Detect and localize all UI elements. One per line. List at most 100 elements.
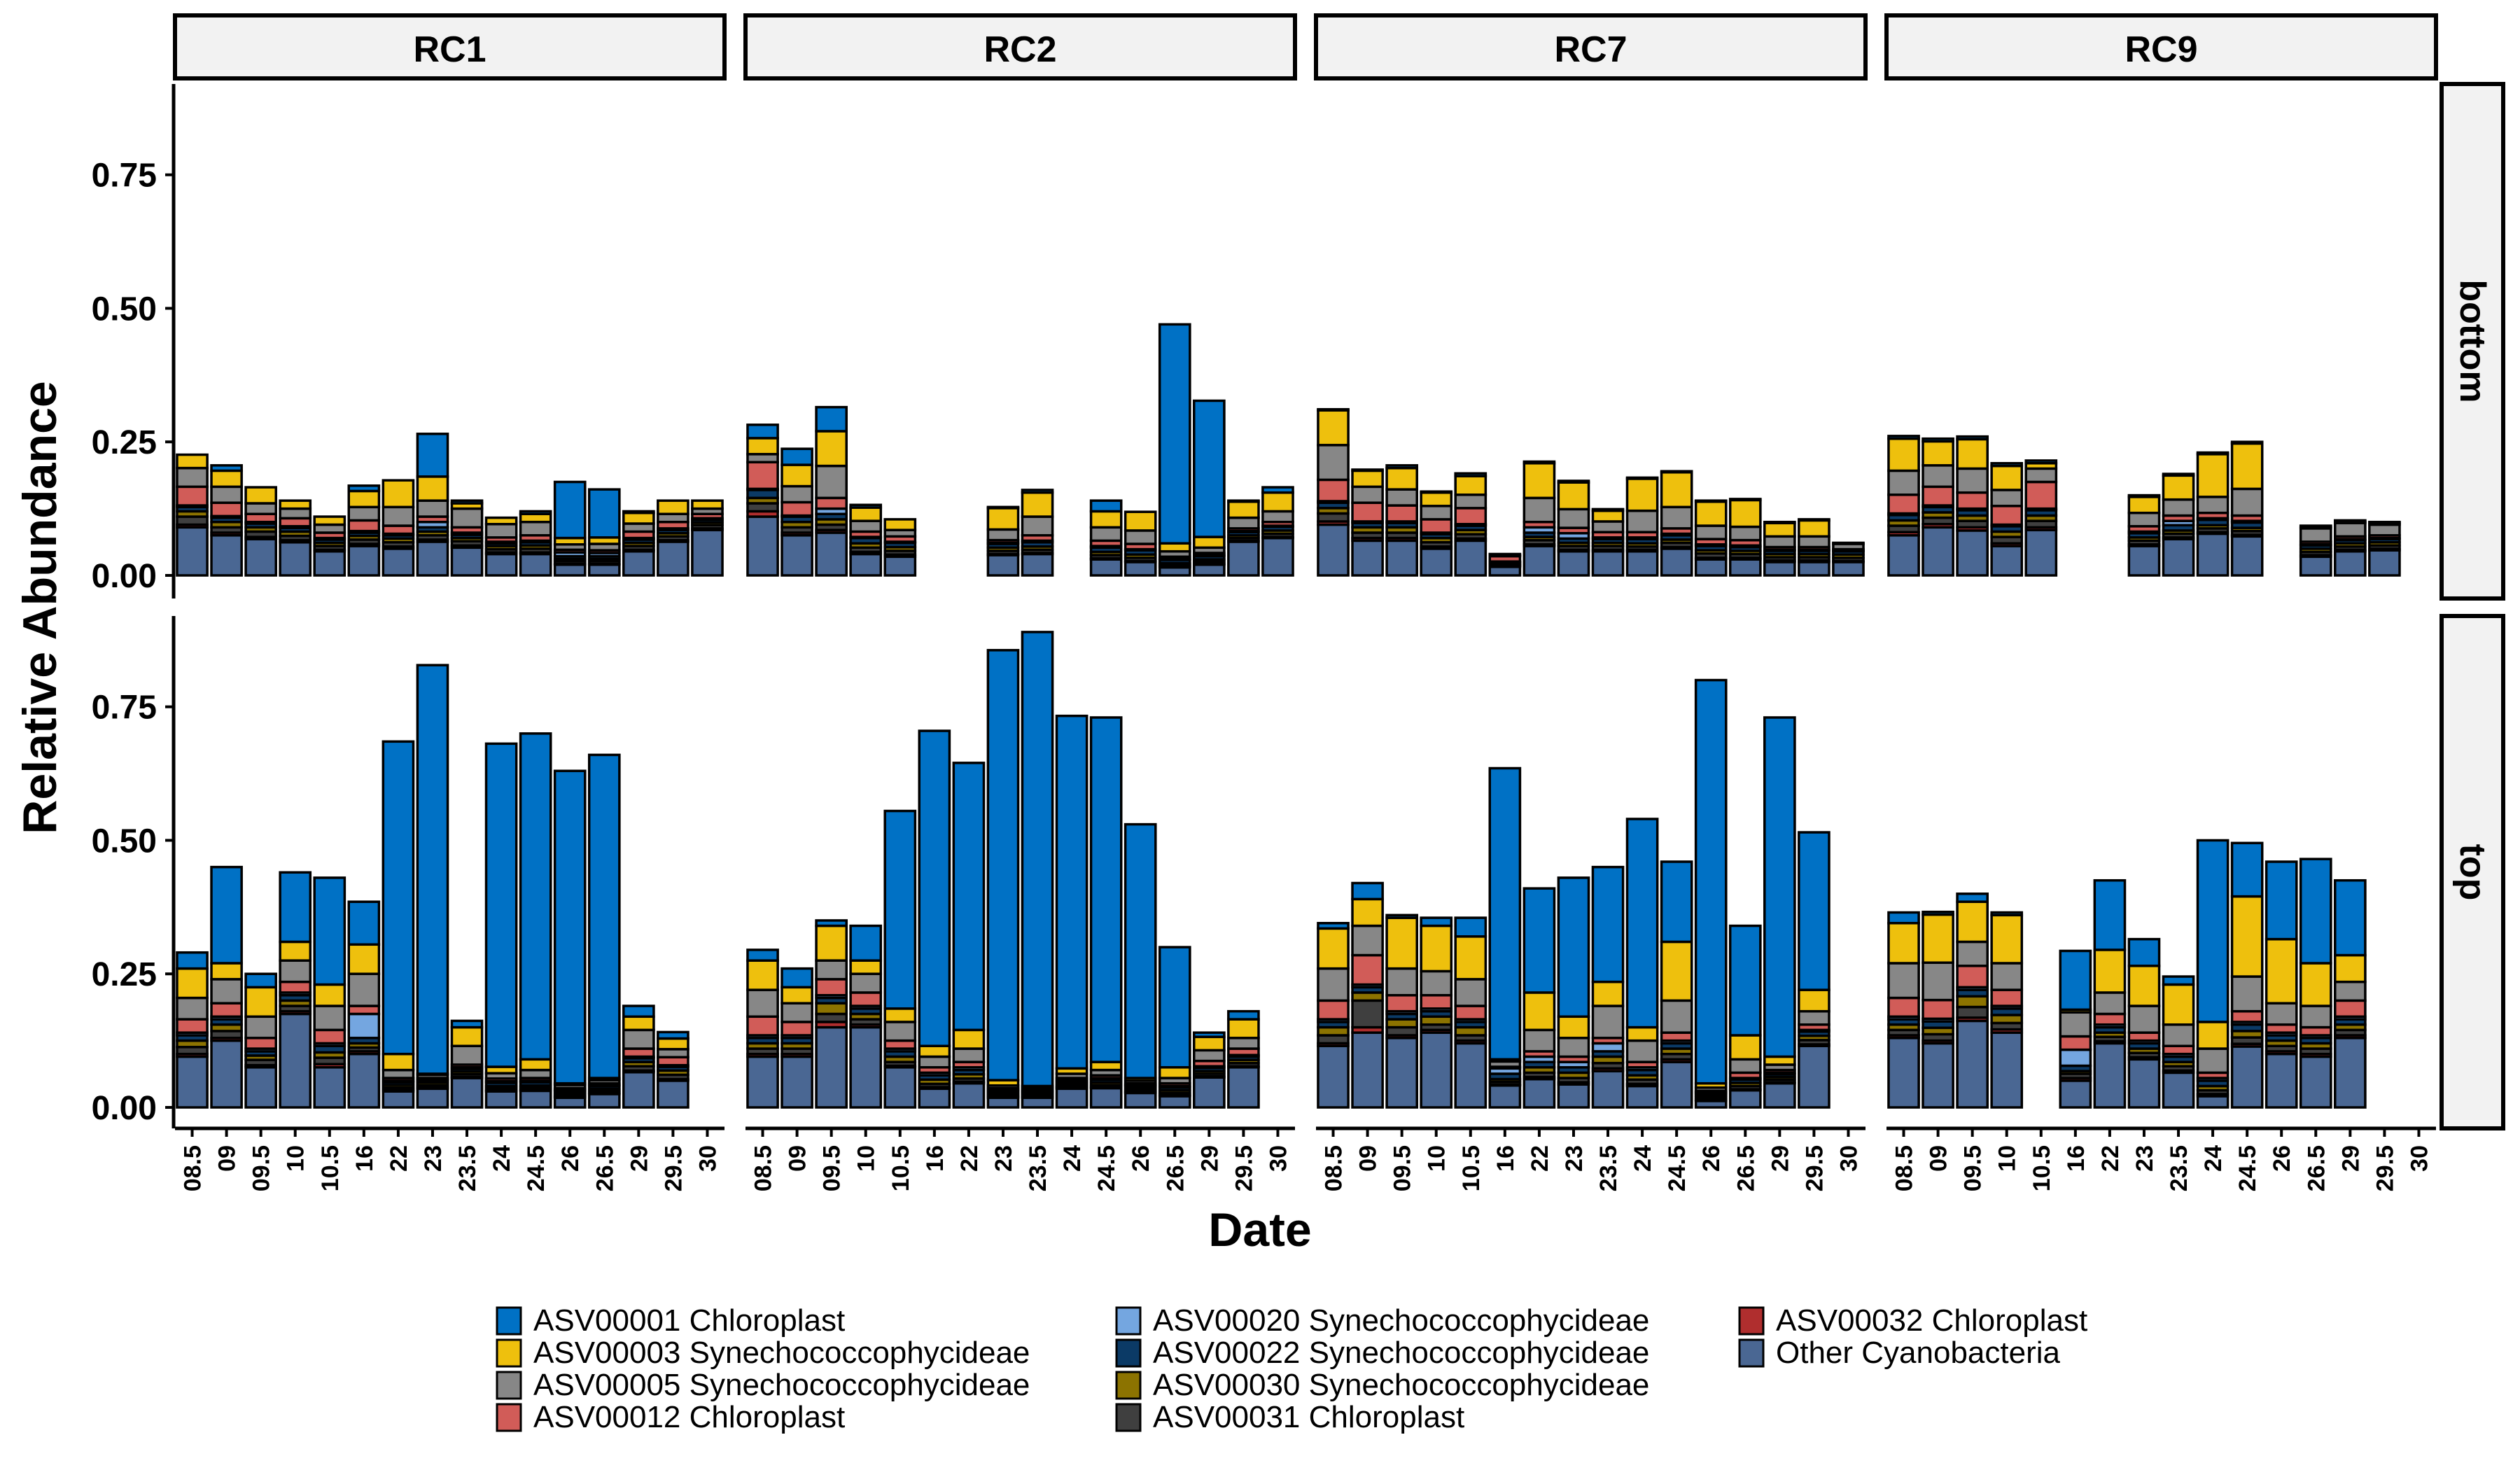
bar-segment (1227, 540, 1260, 577)
bar-segment (1728, 498, 1762, 502)
bar-segment (382, 547, 415, 577)
bar-segment (382, 740, 415, 1056)
x-tick-label: 26 (2269, 1145, 2295, 1172)
bar-segment (815, 405, 848, 433)
bar-segment (1488, 566, 1522, 577)
bar-segment (1021, 491, 1054, 518)
bar-segment (2334, 953, 2367, 983)
x-tick-label: 22 (2097, 1145, 2124, 1172)
bar-segment (1420, 924, 1453, 973)
bar-segment (313, 876, 346, 986)
bar-segment (1728, 498, 1762, 528)
bar-segment (279, 507, 312, 520)
bar-segment (2127, 1058, 2161, 1109)
bar-segment (450, 507, 484, 529)
x-tick-label: 26 (557, 1145, 584, 1172)
bar-segment (176, 951, 209, 970)
bar-segment (1798, 1044, 1830, 1109)
bar-segment (1728, 558, 1762, 577)
bar-segment (2334, 999, 2367, 1018)
bar-segment (1488, 766, 1522, 1061)
bar-segment (553, 1096, 587, 1109)
bar-segment (780, 1021, 813, 1037)
x-tick-label: 30 (694, 1145, 721, 1172)
bar-segment (1227, 1037, 1260, 1050)
x-tick-label: 23.5 (1025, 1145, 1051, 1191)
bar-segment (622, 511, 655, 525)
facet-strip-rc1 (173, 13, 727, 80)
x-tick-label: 09 (785, 1145, 811, 1172)
x-tick-label: 16 (2063, 1145, 2090, 1172)
bar-segment (1021, 631, 1054, 1088)
bar-segment (484, 516, 518, 526)
y-tick-label: 0.00 (92, 558, 157, 595)
bar-segment (347, 519, 381, 533)
bar-segment (1420, 505, 1453, 521)
bar-segment (244, 502, 277, 516)
bar-segment (1798, 535, 1830, 549)
bar-segment (1385, 967, 1418, 997)
bar-segment (2127, 493, 2161, 498)
x-tick-label: 29.5 (660, 1145, 687, 1191)
x-tick-label: 09.5 (1960, 1145, 1987, 1191)
bar-segment (1454, 539, 1488, 577)
bar-segment (2162, 1071, 2195, 1109)
bar-segment (1420, 994, 1453, 1010)
bar-segment (2196, 532, 2230, 577)
facet-strip-rc9 (1884, 13, 2438, 80)
bar-segment (2334, 550, 2367, 577)
x-tick-label: 24 (1059, 1145, 1086, 1172)
bar-segment (176, 996, 209, 1021)
bar-segment (553, 563, 587, 577)
bar-segment (1625, 509, 1659, 533)
bar-segment (1694, 524, 1728, 540)
bar-segment (587, 753, 621, 1079)
bar-segment (918, 1055, 951, 1069)
legend-item-label: ASV00022 Synechococcophycideae (1153, 1336, 1649, 1370)
bar-segment (1763, 522, 1796, 538)
bar-segment (382, 505, 415, 527)
facet-strip-label: top (2452, 844, 2493, 901)
bar-segment (1522, 1028, 1556, 1053)
bar-segment (244, 1037, 277, 1050)
bar-segment (1488, 1084, 1522, 1109)
bar-segment (2230, 1045, 2264, 1109)
bar-segment (2299, 524, 2332, 528)
bar-segment (1763, 535, 1796, 549)
bar-segment (657, 499, 690, 515)
x-tick-label: 29 (626, 1145, 652, 1172)
bar-segment (1763, 520, 1796, 524)
bar-segment (1625, 476, 1659, 480)
bar-segment (815, 1026, 848, 1109)
x-tick-label: 23 (420, 1145, 447, 1172)
x-tick-label: 22 (386, 1145, 412, 1172)
bar-segment (1921, 998, 1954, 1021)
bar-segment (450, 1077, 484, 1109)
bar-segment (1227, 516, 1260, 530)
x-tick-label: 09.5 (819, 1145, 846, 1191)
bar-segment (918, 729, 951, 1047)
bar-segment (2334, 878, 2367, 957)
bar-segment (1420, 1031, 1453, 1109)
bar-segment (2093, 1042, 2127, 1109)
bar-segment (780, 447, 813, 466)
bar-segment (746, 461, 779, 491)
facet-strip-label: bottom (2452, 279, 2493, 402)
bar-segment (1591, 550, 1625, 577)
bar-segment (553, 480, 587, 540)
bar-segment (279, 980, 312, 994)
bar-segment (416, 475, 449, 502)
bar-segment (1227, 499, 1260, 503)
bar-segment (1625, 818, 1659, 1029)
bar-segment (1660, 1060, 1693, 1109)
bar-segment (1158, 1095, 1191, 1109)
bar-segment (1351, 1031, 1384, 1109)
x-tick-label: 10 (283, 1145, 309, 1172)
facet-strip-rc2 (743, 13, 1297, 80)
bar-segment (519, 732, 552, 1061)
bar-segment (1055, 714, 1088, 1070)
facet-strip-rc7 (1314, 13, 1868, 80)
bar-segment (1089, 526, 1123, 542)
bar-segment (1625, 1039, 1659, 1063)
bar-segment (1694, 678, 1728, 1085)
